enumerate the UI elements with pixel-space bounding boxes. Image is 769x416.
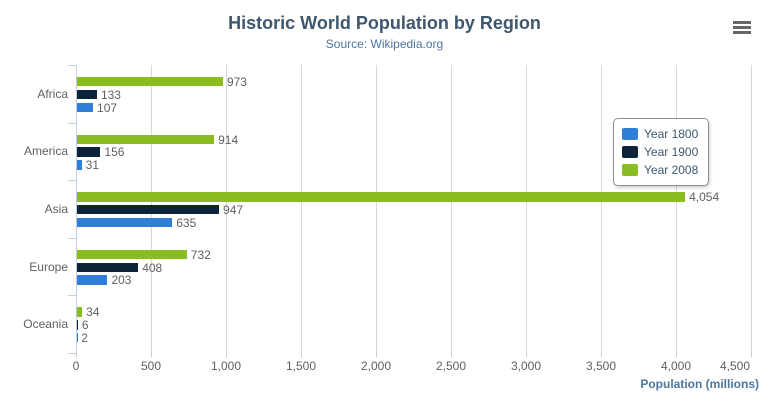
x-axis-tick-label: 0 — [72, 359, 80, 373]
legend-swatch-icon — [622, 128, 638, 140]
category-axis-tick — [68, 180, 76, 181]
category-axis-tick — [68, 123, 76, 124]
data-label: 973 — [226, 74, 247, 89]
data-label: 2 — [81, 330, 88, 345]
category-label: Oceania — [23, 317, 68, 332]
axis-tick — [226, 353, 227, 357]
legend-label: Year 2008 — [644, 163, 699, 177]
axis-tick — [301, 353, 302, 357]
bar-year-1900-europe[interactable] — [77, 262, 139, 272]
data-label: 133 — [100, 87, 121, 102]
x-axis-tick-label: 4,500 — [719, 359, 751, 373]
gridline — [601, 65, 602, 353]
data-label: 635 — [176, 215, 197, 230]
axis-tick — [601, 353, 602, 357]
plot-area: 973 133 107 914 156 31 4,054 947 635 732 408 203 34 6… — [68, 65, 752, 357]
legend-item-year-2008[interactable]: Year 2008 — [622, 161, 698, 179]
data-label: 34 — [86, 305, 100, 320]
bar-year-1800-europe[interactable] — [77, 275, 108, 285]
legend: Year 1800 Year 1900 Year 2008 — [613, 118, 710, 186]
axis-tick — [76, 353, 77, 357]
gridline — [301, 65, 302, 353]
gridline — [376, 65, 377, 353]
data-label: 156 — [104, 145, 125, 160]
data-label: 107 — [97, 100, 118, 115]
data-label: 914 — [218, 132, 239, 147]
axis-tick — [751, 353, 752, 357]
category-label: America — [23, 144, 68, 159]
bar-year-2008-europe[interactable] — [77, 249, 187, 260]
bar-year-1900-oceania[interactable] — [77, 320, 78, 330]
legend-label: Year 1900 — [644, 145, 699, 159]
legend-swatch-icon — [622, 164, 638, 176]
category-label: Africa — [37, 86, 68, 101]
bar-year-1800-america[interactable] — [77, 160, 82, 170]
x-axis-tick-label: 3,000 — [510, 359, 542, 373]
category-axis-tick — [68, 65, 76, 66]
bar-year-1900-america[interactable] — [77, 147, 101, 157]
x-axis-title: Population (millions) — [640, 377, 759, 391]
category-axis-tick — [68, 353, 76, 354]
x-axis-tick-label: 3,500 — [585, 359, 617, 373]
legend-item-year-1800[interactable]: Year 1800 — [622, 125, 698, 143]
bar-year-2008-africa[interactable] — [77, 76, 223, 87]
gridline — [751, 65, 752, 353]
axis-tick — [451, 353, 452, 357]
data-label: 947 — [223, 202, 244, 217]
bar-year-1800-africa[interactable] — [77, 102, 94, 112]
export-menu-button[interactable] — [733, 21, 751, 34]
data-label: 732 — [190, 247, 211, 262]
data-label: 408 — [142, 260, 163, 275]
axis-tick — [676, 353, 677, 357]
axis-tick — [526, 353, 527, 357]
bar-year-1900-asia[interactable] — [77, 204, 220, 215]
x-axis-tick-label: 1,500 — [285, 359, 317, 373]
bar-year-1900-africa[interactable] — [77, 89, 97, 100]
hamburger-icon — [733, 26, 751, 29]
bar-year-2008-asia[interactable] — [77, 192, 686, 202]
data-label: 6 — [81, 318, 89, 333]
data-label: 31 — [85, 158, 99, 173]
gridline — [451, 65, 452, 353]
x-axis-tick-label: 4,000 — [660, 359, 692, 373]
x-axis-tick-label: 500 — [140, 359, 162, 373]
category-label: Europe — [29, 259, 68, 274]
x-axis-tick-label: 2,000 — [360, 359, 392, 373]
chart-title: Historic World Population by Region — [228, 13, 541, 33]
legend-label: Year 1800 — [644, 127, 699, 141]
gridline — [676, 65, 677, 353]
x-axis-tick-label: 1,000 — [210, 359, 242, 373]
x-axis-tick-label: 2,500 — [435, 359, 467, 373]
bar-year-1800-asia[interactable] — [77, 217, 173, 228]
gridline — [526, 65, 527, 353]
data-label: 4,054 — [689, 190, 720, 205]
legend-item-year-1900[interactable]: Year 1900 — [622, 143, 698, 161]
category-axis-line — [76, 65, 77, 357]
data-label: 203 — [111, 273, 132, 288]
category-axis-tick — [68, 238, 76, 239]
bar-year-2008-oceania[interactable] — [77, 307, 83, 317]
hamburger-icon — [733, 21, 751, 24]
axis-tick — [151, 353, 152, 357]
category-axis-tick — [68, 295, 76, 296]
axis-tick — [376, 353, 377, 357]
category-label: Asia — [44, 202, 68, 216]
bar-year-2008-america[interactable] — [77, 134, 215, 144]
chart-subtitle: Source: Wikipedia.org — [325, 37, 444, 51]
legend-swatch-icon — [622, 146, 638, 158]
gridline — [226, 65, 227, 353]
hamburger-icon — [733, 31, 751, 34]
